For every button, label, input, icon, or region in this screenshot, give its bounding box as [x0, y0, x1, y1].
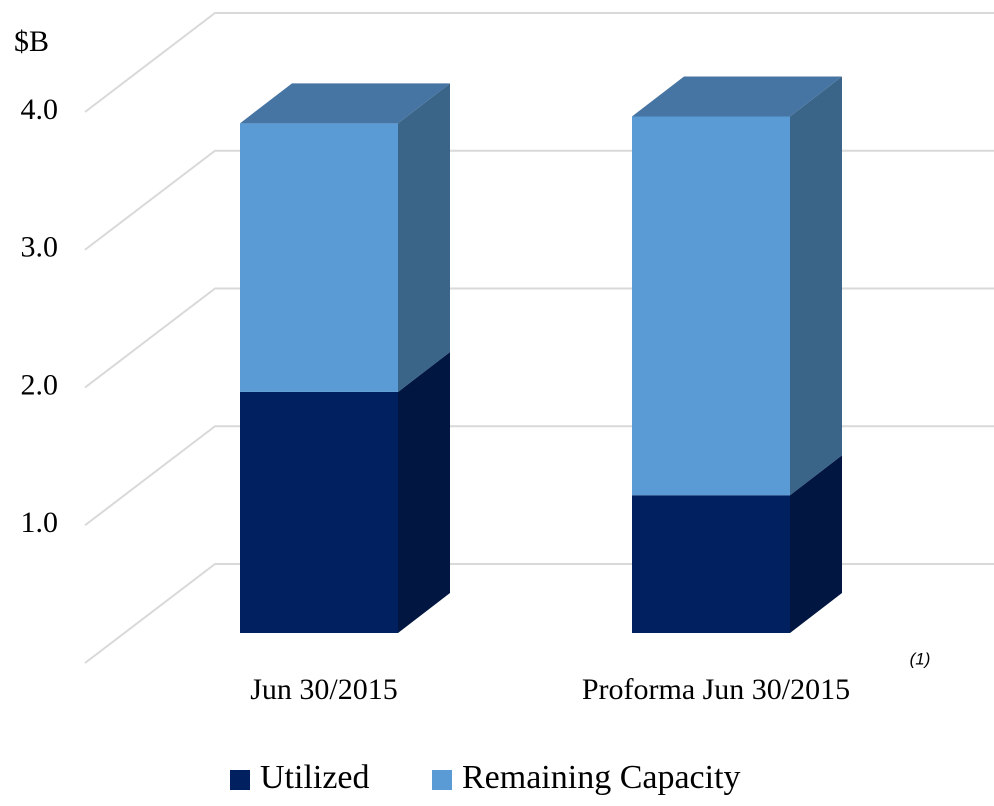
- grid-line: [84, 425, 994, 527]
- grid-line: [84, 287, 994, 389]
- bar-side: [790, 455, 842, 633]
- bar: [632, 116, 790, 496]
- y-tick-label: 3.0: [21, 231, 59, 264]
- grid-line: [84, 12, 994, 113]
- y-tick-label: 4.0: [21, 93, 59, 126]
- grid-line: [84, 563, 994, 664]
- legend-swatch: [432, 770, 452, 790]
- grid-line: [84, 149, 994, 251]
- bar-side: [398, 83, 450, 392]
- annotation: (1): [910, 649, 931, 668]
- y-axis-label: $B: [14, 25, 49, 58]
- bar-side: [790, 76, 842, 496]
- y-tick-label: 1.0: [21, 506, 59, 539]
- bar: [240, 123, 398, 392]
- legend-label: Remaining Capacity: [462, 759, 741, 796]
- x-tick-label: Jun 30/2015: [250, 673, 398, 706]
- bar-side: [398, 351, 450, 633]
- y-tick-label: 2.0: [21, 368, 59, 401]
- x-tick-label: Proforma Jun 30/2015: [582, 673, 850, 706]
- bar-top: [240, 83, 450, 124]
- bar-top: [632, 76, 842, 117]
- bar: [240, 391, 398, 633]
- legend-label: Utilized: [260, 759, 370, 796]
- legend-swatch: [230, 770, 250, 790]
- bar: [632, 495, 790, 633]
